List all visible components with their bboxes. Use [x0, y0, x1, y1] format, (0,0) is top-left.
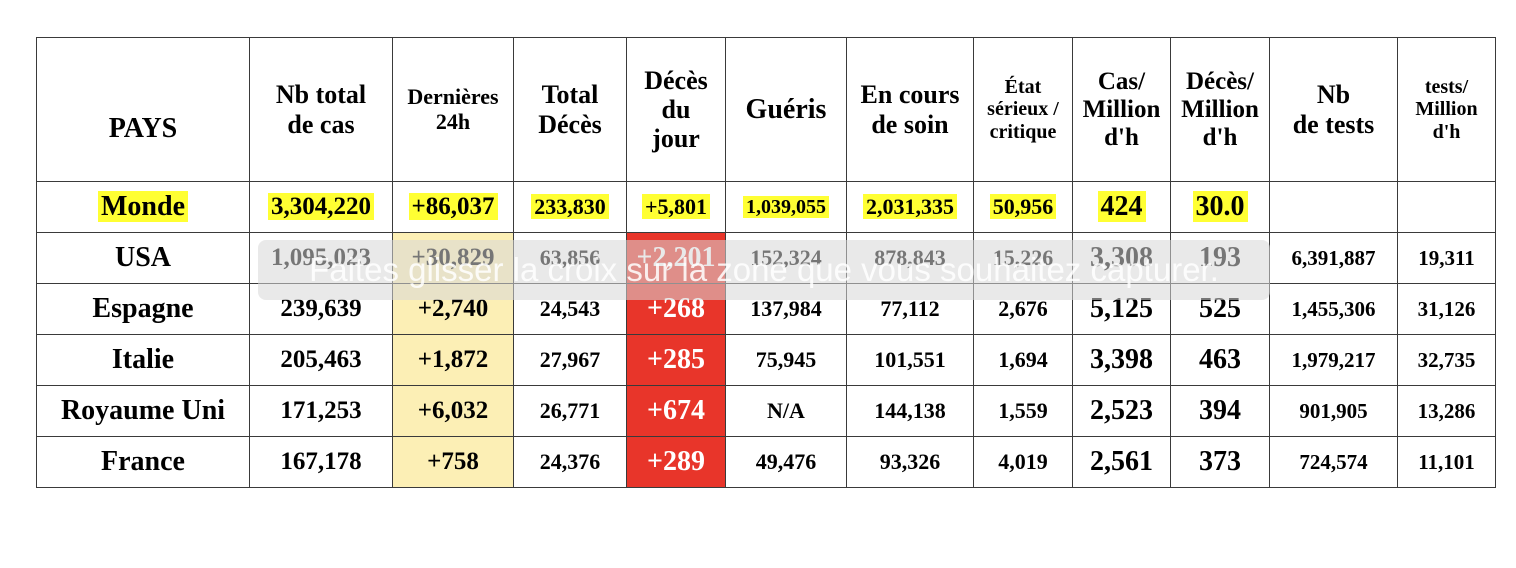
- world-total-cases-cell: 3,304,220: [249, 181, 393, 233]
- country-cell: Italie: [36, 334, 250, 386]
- recovered-cell: 137,984: [725, 283, 847, 335]
- world-deaths-per-million-cell: 30.0: [1170, 181, 1270, 233]
- recovered-cell: 75,945: [725, 334, 847, 386]
- recovered-cell: N/A: [725, 385, 847, 437]
- deaths-per-million-cell: 525: [1170, 283, 1270, 335]
- deaths-today-cell: +289: [626, 436, 726, 488]
- header-deaths-per-million: Décès/ Million d'h: [1170, 37, 1270, 182]
- critical-cell: 2,676: [973, 283, 1073, 335]
- country-cell: USA: [36, 232, 250, 284]
- last-24h-cell: +1,872: [392, 334, 514, 386]
- last-24h-cell: +6,032: [392, 385, 514, 437]
- deaths-per-million-cell: 193: [1170, 232, 1270, 284]
- active-cell: 878,843: [846, 232, 974, 284]
- deaths-today-cell: +285: [626, 334, 726, 386]
- world-country-cell: Monde: [36, 181, 250, 233]
- critical-cell: 4,019: [973, 436, 1073, 488]
- tests-per-million-cell: 13,286: [1397, 385, 1496, 437]
- tests-cell: 1,455,306: [1269, 283, 1398, 335]
- world-cases-per-million-cell: 424: [1072, 181, 1171, 233]
- world-recovered-cell: 1,039,055: [725, 181, 847, 233]
- tests-cell: 724,574: [1269, 436, 1398, 488]
- deaths-today-cell: +674: [626, 385, 726, 437]
- world-last-24h-cell: +86,037: [392, 181, 514, 233]
- covid-stats-table: PAYS Nb total de cas Dernières 24h Total…: [36, 37, 1496, 488]
- header-recovered: Guéris: [725, 37, 847, 182]
- last-24h-cell: +2,740: [392, 283, 514, 335]
- tests-per-million-cell: 32,735: [1397, 334, 1496, 386]
- world-critical-cell: 50,956: [973, 181, 1073, 233]
- cases-per-million-cell: 5,125: [1072, 283, 1171, 335]
- country-cell: Royaume Uni: [36, 385, 250, 437]
- recovered-cell: 152,324: [725, 232, 847, 284]
- header-cases-per-million: Cas/ Million d'h: [1072, 37, 1171, 182]
- header-tests-per-million: tests/ Million d'h: [1397, 37, 1496, 182]
- deaths-per-million-cell: 373: [1170, 436, 1270, 488]
- tests-cell: 901,905: [1269, 385, 1398, 437]
- table-row: Espagne 239,639 +2,740 24,543 +268 137,9…: [36, 283, 1496, 335]
- tests-cell: 1,979,217: [1269, 334, 1398, 386]
- critical-cell: 15,226: [973, 232, 1073, 284]
- active-cell: 77,112: [846, 283, 974, 335]
- active-cell: 144,138: [846, 385, 974, 437]
- total-deaths-cell: 63,856: [513, 232, 627, 284]
- header-active: En cours de soin: [846, 37, 974, 182]
- total-deaths-cell: 27,967: [513, 334, 627, 386]
- header-tests: Nb de tests: [1269, 37, 1398, 182]
- active-cell: 101,551: [846, 334, 974, 386]
- total-cases-cell: 1,095,023: [249, 232, 393, 284]
- total-cases-cell: 167,178: [249, 436, 393, 488]
- header-total-cases: Nb total de cas: [249, 37, 393, 182]
- total-deaths-cell: 24,376: [513, 436, 627, 488]
- table-row: Royaume Uni 171,253 +6,032 26,771 +674 N…: [36, 385, 1496, 437]
- world-active-cell: 2,031,335: [846, 181, 974, 233]
- header-critical: État sérieux / critique: [973, 37, 1073, 182]
- table-row: USA 1,095,023 +30,829 63,856 +2,201 152,…: [36, 232, 1496, 284]
- cases-per-million-cell: 3,398: [1072, 334, 1171, 386]
- header-last-24h: Dernières 24h: [392, 37, 514, 182]
- tests-per-million-cell: 11,101: [1397, 436, 1496, 488]
- total-cases-cell: 205,463: [249, 334, 393, 386]
- header-total-deaths: Total Décès: [513, 37, 627, 182]
- world-tests-cell: [1269, 181, 1398, 233]
- world-deaths-today-cell: +5,801: [626, 181, 726, 233]
- cases-per-million-cell: 3,308: [1072, 232, 1171, 284]
- tests-cell: 6,391,887: [1269, 232, 1398, 284]
- deaths-per-million-cell: 394: [1170, 385, 1270, 437]
- critical-cell: 1,694: [973, 334, 1073, 386]
- recovered-cell: 49,476: [725, 436, 847, 488]
- world-tests-per-million-cell: [1397, 181, 1496, 233]
- header-deaths-today: Décès du jour: [626, 37, 726, 182]
- deaths-per-million-cell: 463: [1170, 334, 1270, 386]
- last-24h-cell: +30,829: [392, 232, 514, 284]
- deaths-today-cell: +2,201: [626, 232, 726, 284]
- critical-cell: 1,559: [973, 385, 1073, 437]
- tests-per-million-cell: 31,126: [1397, 283, 1496, 335]
- tests-per-million-cell: 19,311: [1397, 232, 1496, 284]
- header-pays: PAYS: [36, 37, 250, 182]
- last-24h-cell: +758: [392, 436, 514, 488]
- country-cell: France: [36, 436, 250, 488]
- total-deaths-cell: 24,543: [513, 283, 627, 335]
- table-row: France 167,178 +758 24,376 +289 49,476 9…: [36, 436, 1496, 488]
- total-deaths-cell: 26,771: [513, 385, 627, 437]
- deaths-today-cell: +268: [626, 283, 726, 335]
- cases-per-million-cell: 2,523: [1072, 385, 1171, 437]
- header-row: PAYS Nb total de cas Dernières 24h Total…: [36, 37, 1496, 182]
- table-row: Italie 205,463 +1,872 27,967 +285 75,945…: [36, 334, 1496, 386]
- active-cell: 93,326: [846, 436, 974, 488]
- cases-per-million-cell: 2,561: [1072, 436, 1171, 488]
- world-row: Monde 3,304,220 +86,037 233,830 +5,801 1…: [36, 181, 1496, 233]
- country-cell: Espagne: [36, 283, 250, 335]
- total-cases-cell: 239,639: [249, 283, 393, 335]
- total-cases-cell: 171,253: [249, 385, 393, 437]
- world-total-deaths-cell: 233,830: [513, 181, 627, 233]
